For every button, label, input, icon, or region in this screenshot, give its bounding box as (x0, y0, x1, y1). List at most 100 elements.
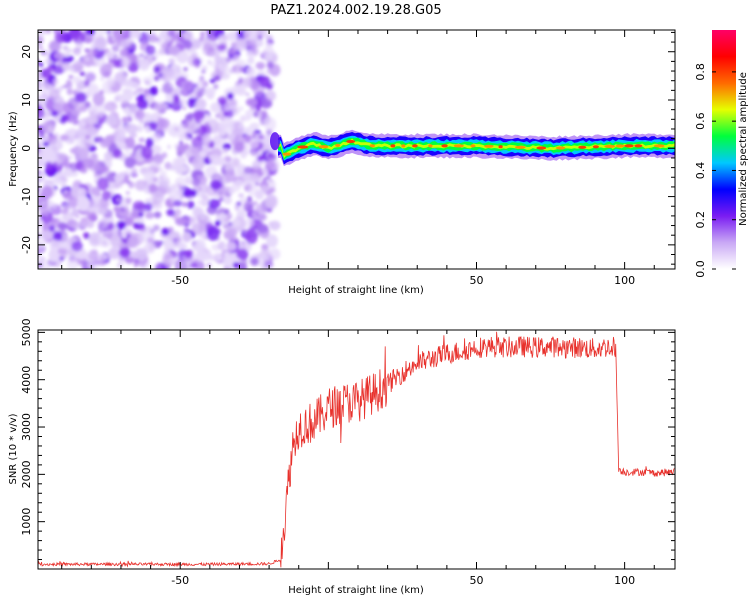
spectrogram-noise-speck (138, 137, 145, 143)
spectrogram-noise-speck (262, 46, 275, 59)
spectrogram-noise-speck (261, 243, 269, 251)
spectrogram-noise-speck (222, 103, 230, 112)
spectrogram-noise-speck (252, 110, 260, 117)
spectrogram-noise-speck (269, 187, 276, 193)
spectrogram-noise-speck (266, 82, 273, 90)
spectrogram-noise-speck (236, 248, 249, 260)
spectrogram-noise-speck (216, 44, 227, 52)
spectrogram-noise-speck (105, 30, 112, 35)
spectrogram-noise-speck (266, 160, 276, 170)
spectrogram-noise-speck (101, 190, 112, 201)
spectrogram-noise-speck (132, 90, 139, 96)
spectrogram-noise-speck (38, 224, 39, 228)
spectrogram-noise-speck (149, 160, 161, 169)
spectrogram-noise-speck (122, 116, 128, 124)
spectrogram-noise-speck (68, 83, 73, 88)
spectrogram-noise-speck (245, 228, 258, 245)
spectrogram-noise-speck (130, 212, 140, 220)
spectrogram-noise-speck (193, 110, 205, 120)
spectrogram-noise-speck (251, 160, 262, 170)
spectrogram-noise-speck (111, 44, 120, 53)
spectrogram-noise-speck (149, 144, 162, 155)
spectrogram-peak (515, 145, 526, 149)
snr-y-axis-label: SNR (10 * v/v) (8, 413, 19, 484)
spectrogram-noise-speck (168, 45, 181, 56)
spectrogram-noise-speck (228, 188, 235, 195)
spectrogram-noise-speck (138, 31, 151, 45)
spectrogram-noise-speck (42, 141, 50, 147)
spectrogram-noise-speck (243, 166, 253, 174)
spectrogram-noise-speck (257, 34, 262, 40)
spectrogram-noise-speck (184, 119, 195, 131)
spectrogram-noise-speck (220, 214, 228, 220)
spectrogram-noise-speck (244, 199, 255, 212)
spectrogram-noise-speck (216, 254, 223, 261)
spectrogram-noise-speck (226, 241, 237, 251)
spectrogram-noise-speck (41, 185, 54, 199)
spectrogram-signal-band (270, 129, 675, 167)
spectrogram-noise-speck (151, 116, 158, 122)
spectrogram-noise-speck (266, 61, 274, 69)
spectrogram-noise-speck (59, 134, 70, 141)
spectrogram-noise-speck (39, 256, 47, 262)
spectrogram-noise-speck (71, 109, 81, 116)
spectrogram-noise-speck (131, 167, 138, 174)
spectrogram-noise-speck (59, 175, 66, 181)
spectrogram-noise-speck (92, 92, 105, 107)
spectrogram-noise-speck (49, 202, 57, 209)
spectrogram-noise-speck (55, 60, 62, 67)
spectrogram-noise-speck (114, 173, 125, 183)
spectrogram-noise-speck (121, 30, 133, 39)
spectrogram-noise-speck (243, 218, 255, 228)
spectrogram-noise-speck (257, 171, 264, 177)
spectrogram-noise-speck (69, 162, 78, 172)
spectrogram-noise-speck (127, 116, 133, 123)
spectrogram-peak (401, 144, 406, 148)
spectrogram-noise-speck (169, 122, 182, 138)
spectrogram-noise-speck (251, 151, 256, 157)
spectrogram-noise-speck (92, 236, 99, 244)
spectrogram-noise-speck (63, 205, 70, 213)
spectrogram-noise-speck (32, 32, 38, 37)
spectrogram-noise-speck (93, 102, 107, 117)
snr-x-tick-label: -50 (171, 574, 189, 587)
spectrogram-noise-speck (224, 169, 236, 183)
spectrogram-noise-speck (85, 36, 93, 44)
spectrogram-noise-speck (213, 193, 220, 199)
spectrogram-x-tick-label: 100 (614, 274, 635, 287)
spectrogram-noise-speck (247, 183, 259, 197)
spectrogram-noise-speck (88, 249, 99, 261)
spectrogram-noise-speck (176, 188, 183, 197)
spectrogram-noise-speck (77, 195, 90, 212)
spectrogram-peak (282, 152, 292, 156)
spectrogram-noise-speck (123, 226, 130, 233)
spectrogram-noise-speck (47, 125, 54, 133)
spectrogram-noise-speck (153, 211, 162, 219)
spectrogram-noise-speck (173, 94, 180, 102)
spectrogram-noise-speck (100, 76, 105, 82)
spectrogram-noise-speck (84, 79, 91, 87)
spectrogram-noise-speck (232, 218, 241, 227)
snr-panel: -50 50 100 1000 2000 3000 4000 5000 Height of … (8, 318, 676, 596)
spectrogram-noise-speck (129, 132, 138, 138)
spectrogram-noise-speck (128, 181, 135, 189)
spectrogram-noise-speck (87, 83, 99, 97)
spectrogram-noise-speck (170, 184, 178, 191)
spectrogram-noise-speck (226, 57, 231, 63)
spectrogram-noise-speck (150, 73, 156, 77)
spectrogram-noise-speck (104, 101, 118, 112)
spectrogram-noise-speck (265, 129, 273, 136)
spectrogram-noise-speck (143, 202, 153, 212)
spectrogram-noise-speck (236, 201, 242, 207)
colorbar-label: Normalized spectral amplitude (738, 72, 749, 226)
spectrogram-noise-speck (202, 133, 212, 146)
snr-y-tick-label: 2000 (20, 460, 33, 488)
spectrogram-noise (32, 30, 281, 269)
spectrogram-noise-speck (124, 256, 135, 264)
spectrogram-noise-speck (96, 30, 106, 37)
spectrogram-noise-speck (183, 67, 188, 72)
colorbar-tick-label: 0.8 (694, 63, 707, 81)
spectrogram-noise-speck (75, 129, 87, 138)
spectrogram-noise-speck (51, 239, 61, 247)
spectrogram-noise-speck (162, 254, 175, 267)
